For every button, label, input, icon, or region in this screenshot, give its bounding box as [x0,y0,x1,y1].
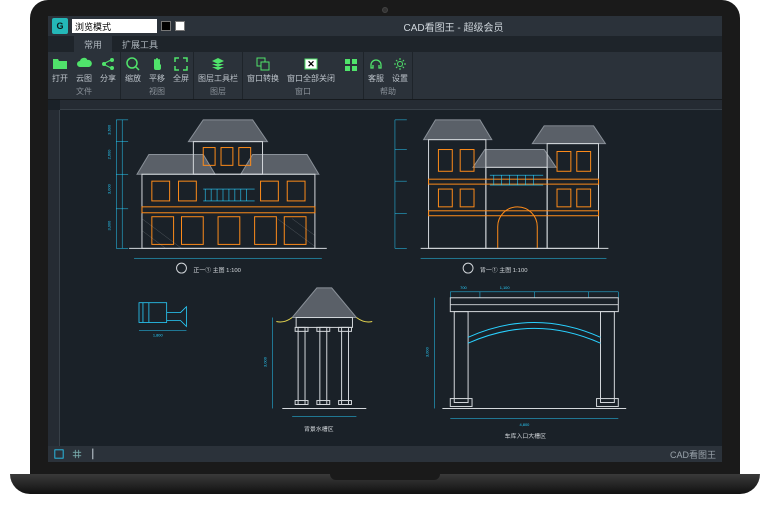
tile-icon [343,57,359,73]
svg-text:2,600: 2,600 [106,149,111,160]
cad-viewer-app: G 浏览模式 CAD看图王 - 超级会员 常用 扩展工具 [48,16,722,462]
svg-text:4,800: 4,800 [519,422,530,427]
folder-open-icon [52,56,68,72]
group-view: 缩放 平移 全屏 视图 [121,52,194,99]
ribbon: 打开 云图 分享 文件 [48,52,722,100]
svg-text:3,000: 3,000 [262,356,267,367]
cloud-button[interactable]: 云图 [76,56,92,84]
group-layer: 图层工具栏 图层 [194,52,243,99]
svg-text:1,800: 1,800 [153,332,164,337]
svg-text:1,100: 1,100 [500,285,511,290]
layers-icon [210,56,226,72]
drawing-canvas[interactable]: 3,600 2,600 3,000 3,000 [48,100,722,446]
settings-button[interactable]: 设置 [392,56,408,84]
window-close-icon: ✕ [303,56,319,72]
titlebar: G 浏览模式 CAD看图王 - 超级会员 [48,16,722,36]
open-button[interactable]: 打开 [52,56,68,84]
ruler-horizontal [60,100,722,110]
svg-text:3,000: 3,000 [106,220,111,231]
fg-color-swatch[interactable] [161,21,171,31]
cad-drawing: 3,600 2,600 3,000 3,000 [60,110,722,446]
layer-toolbar-button[interactable]: 图层工具栏 [198,56,238,84]
mode-label: 浏览模式 [75,20,111,33]
svg-text:✕: ✕ [307,59,315,69]
zoom-icon [125,56,141,72]
group-file: 打开 云图 分享 文件 [48,52,121,99]
hand-icon [149,56,165,72]
windows-icon [255,56,271,72]
fullscreen-button[interactable]: 全屏 [173,56,189,84]
svg-text:700: 700 [460,285,467,290]
headset-icon [368,56,384,72]
share-icon [100,56,116,72]
svg-text:背景水槽区: 背景水槽区 [304,425,334,433]
grid-icon[interactable] [72,449,82,459]
cloud-icon [76,56,92,72]
window-switch-button[interactable]: 窗口转换 [247,56,279,84]
app-logo: G [52,18,68,34]
ribbon-tabs: 常用 扩展工具 [48,36,722,52]
window-title: CAD看图王 - 超级会员 [189,19,718,34]
svg-text:3,000: 3,000 [106,183,111,194]
share-button[interactable]: 分享 [100,56,116,84]
svg-text:3,000: 3,000 [425,346,430,357]
group-window: 窗口转换 ✕ 窗口全部关闭 窗口 [243,52,364,99]
mode-dropdown[interactable]: 浏览模式 [72,19,157,33]
svg-text:车库入口大槽区: 车库入口大槽区 [505,432,546,440]
ruler-vertical [48,110,60,446]
group-help: 客服 设置 帮助 [364,52,413,99]
svg-text:正一① 主图 1:100: 正一① 主图 1:100 [193,266,241,274]
svg-text:3,600: 3,600 [106,124,111,135]
status-product: CAD看图王 [670,448,716,461]
window-tile-button[interactable] [343,57,359,83]
pan-button[interactable]: 平移 [149,56,165,84]
svg-text:背一① 主图 1:100: 背一① 主图 1:100 [480,266,528,274]
bg-color-swatch[interactable] [175,21,185,31]
status-sep: ┃ [90,449,95,460]
service-button[interactable]: 客服 [368,56,384,84]
zoom-button[interactable]: 缩放 [125,56,141,84]
fullscreen-icon [173,56,189,72]
cursor-snap-icon[interactable] [54,449,64,459]
tab-extensions[interactable]: 扩展工具 [112,36,168,52]
statusbar: ┃ CAD看图王 [48,446,722,462]
tab-common[interactable]: 常用 [74,36,112,52]
window-close-all-button[interactable]: ✕ 窗口全部关闭 [287,56,335,84]
gear-icon [392,56,408,72]
